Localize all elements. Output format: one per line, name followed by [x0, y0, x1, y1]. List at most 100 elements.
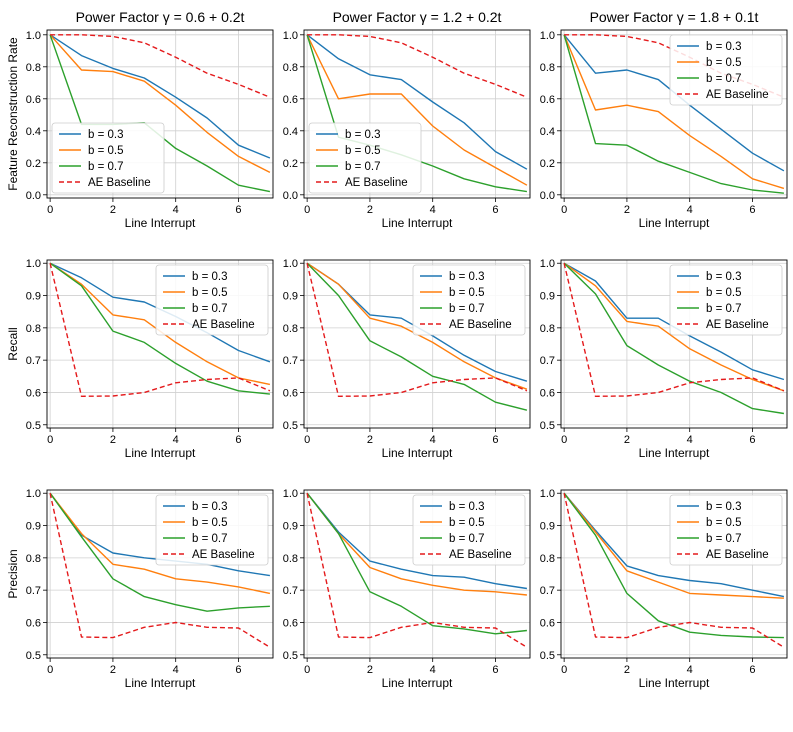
series-line-b-0-5 [306, 492, 527, 596]
x-tick-label: 0 [47, 204, 53, 216]
y-tick-label: 0.6 [540, 617, 555, 629]
series-line-b-0-5 [563, 34, 785, 190]
chart-panel-r2-c0: 0 2 4 6 0.5 0.6 0.7 0.8 0.9 1.0 Line Interrupt Prec… [6, 488, 274, 690]
series-line-b-0-3 [306, 492, 528, 590]
y-tick-label: 0.7 [540, 355, 555, 367]
legend-box [412, 264, 526, 336]
y-tick-label: 0.2 [283, 158, 298, 170]
series-line-ae-baseline [563, 493, 785, 648]
axes-frame [303, 489, 531, 659]
axes-frame [46, 259, 274, 429]
x-tick-label: 0 [304, 434, 310, 446]
legend: b = 0.3 b = 0.5 b = 0.7 AE Baseline [412, 264, 526, 336]
legend-label: b = 0.5 [88, 145, 124, 157]
x-tick-label: 6 [749, 434, 755, 446]
legend-box [412, 494, 526, 566]
series-line-b-0-5 [306, 34, 528, 186]
y-tick-label: 0.4 [26, 126, 41, 138]
x-axis-label: Line Interrupt [639, 676, 710, 690]
series-line-b-0-5 [49, 492, 271, 595]
x-tick-label: 0 [304, 204, 310, 216]
chart-title: Power Factor γ = 1.8 + 0.1t [590, 9, 759, 25]
legend-label: b = 0.3 [345, 129, 381, 141]
legend-label: b = 0.7 [706, 303, 742, 315]
y-tick-label: 1.0 [26, 258, 41, 270]
legend-label: AE Baseline [449, 319, 512, 331]
x-tick-label: 2 [367, 664, 373, 676]
chart-panel-r2-c2: 0 2 4 6 0.5 0.6 0.7 0.8 0.9 1.0 Line Interrupt b = … [540, 488, 788, 690]
y-tick-label: 0.9 [26, 291, 41, 303]
legend-label: b = 0.3 [706, 271, 742, 283]
x-tick-label: 2 [110, 664, 116, 676]
y-tick-label: 0.8 [26, 323, 41, 335]
legend-label: b = 0.7 [449, 533, 485, 545]
legend-box [669, 494, 783, 566]
y-tick-label: 0.6 [540, 387, 555, 399]
y-tick-label: 0.0 [283, 190, 298, 202]
chart-panel-r2-c1: 0 2 4 6 0.5 0.6 0.7 0.8 0.9 1.0 Line Interrupt b = … [283, 488, 531, 690]
x-tick-label: 6 [492, 434, 498, 446]
legend-label: b = 0.5 [449, 517, 485, 529]
x-tick-label: 2 [110, 204, 116, 216]
legend-label: AE Baseline [192, 549, 255, 561]
y-tick-label: 0.5 [26, 420, 41, 432]
y-axis-label: Recall [6, 327, 20, 360]
x-tick-label: 0 [561, 434, 567, 446]
x-tick-label: 2 [624, 664, 630, 676]
series-line-b-0-7 [306, 492, 527, 635]
chart-panel-r1-c1: 0 2 4 6 0.5 0.6 0.7 0.8 0.9 1.0 Line Interrupt b = … [283, 258, 531, 460]
series-line-ae-baseline [306, 263, 528, 397]
legend-label: b = 0.7 [345, 161, 381, 173]
x-tick-label: 4 [173, 434, 179, 446]
y-tick-label: 0.8 [540, 62, 555, 74]
series-line-ae-baseline [307, 34, 528, 98]
x-tick-label: 6 [235, 434, 241, 446]
legend-label: b = 0.7 [706, 73, 742, 85]
series-line-ae-baseline [50, 34, 271, 98]
legend-box [669, 34, 783, 106]
x-axis-label: Line Interrupt [382, 676, 453, 690]
legend: b = 0.3 b = 0.5 b = 0.7 AE Baseline [669, 494, 783, 566]
series-line-ae-baseline [49, 263, 271, 397]
series-line-b-0-7 [563, 492, 784, 639]
x-axis-label: Line Interrupt [382, 446, 453, 460]
x-tick-label: 4 [173, 204, 179, 216]
legend: b = 0.3 b = 0.5 b = 0.7 AE Baseline [669, 34, 783, 106]
legend-box [51, 122, 165, 194]
x-tick-label: 6 [235, 664, 241, 676]
y-tick-label: 0.6 [283, 94, 298, 106]
legend: b = 0.3 b = 0.5 b = 0.7 AE Baseline [308, 122, 422, 194]
legend: b = 0.3 b = 0.5 b = 0.7 AE Baseline [155, 494, 269, 566]
legend-label: AE Baseline [706, 89, 769, 101]
series-line-ae-baseline [49, 493, 271, 648]
y-tick-label: 0.9 [540, 291, 555, 303]
chart-panel-r0-c0: 0 2 4 6 0.0 0.2 0.4 0.6 0.8 1.0 Line Interrupt Feat… [6, 9, 274, 230]
y-tick-label: 0.5 [283, 420, 298, 432]
y-tick-label: 0.7 [283, 355, 298, 367]
legend-label: b = 0.3 [449, 501, 485, 513]
chart-panel-r0-c1: 0 2 4 6 0.0 0.2 0.4 0.6 0.8 1.0 Line Interrupt Powe… [283, 9, 531, 230]
chart-panel-r1-c0: 0 2 4 6 0.5 0.6 0.7 0.8 0.9 1.0 Line Interrupt Reca… [6, 258, 274, 460]
x-tick-label: 4 [687, 434, 693, 446]
legend: b = 0.3 b = 0.5 b = 0.7 AE Baseline [51, 122, 165, 194]
legend-label: b = 0.7 [192, 303, 228, 315]
y-tick-label: 0.8 [26, 62, 41, 74]
y-tick-label: 0.4 [283, 126, 298, 138]
legend-box [155, 264, 269, 336]
y-tick-label: 1.0 [26, 30, 41, 42]
axes-frame [560, 29, 788, 199]
y-tick-label: 0.5 [26, 650, 41, 662]
y-tick-label: 0.9 [283, 521, 298, 533]
series-line-b-0-5 [49, 34, 271, 174]
y-tick-label: 0.9 [540, 521, 555, 533]
legend-label: AE Baseline [88, 177, 151, 189]
legend-label: b = 0.7 [88, 161, 124, 173]
series-line-b-0-7 [49, 492, 270, 612]
series-line-b-0-7 [306, 262, 528, 411]
legend-label: b = 0.5 [192, 517, 228, 529]
y-tick-label: 1.0 [26, 488, 41, 500]
y-tick-label: 0.2 [540, 158, 555, 170]
y-tick-label: 0.8 [540, 323, 555, 335]
x-tick-label: 6 [492, 664, 498, 676]
y-tick-label: 1.0 [283, 488, 298, 500]
